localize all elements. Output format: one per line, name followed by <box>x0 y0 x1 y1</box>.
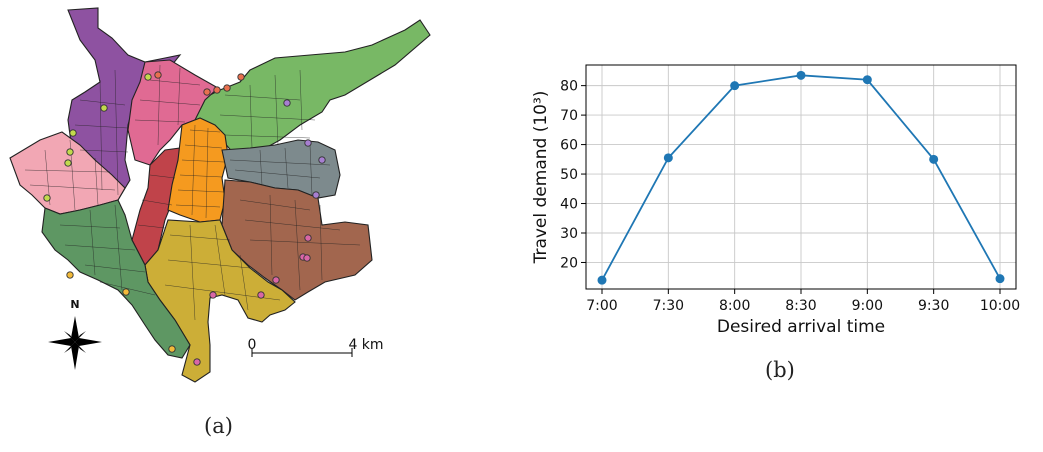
station-marker <box>122 288 130 296</box>
grid-layer <box>586 65 1016 289</box>
scale-start-label: 0 <box>248 337 257 353</box>
data-points <box>597 70 1005 285</box>
travel-demand-chart: 20 30 40 50 60 70 80 7:00 7:30 8:00 8:30 9:00 9:30 1… <box>520 55 1040 395</box>
data-point <box>995 274 1005 284</box>
y-tick-label: 80 <box>560 79 578 95</box>
station-marker <box>64 159 72 167</box>
station-marker <box>203 88 211 96</box>
x-tick-label: 7:30 <box>653 298 684 314</box>
station-marker <box>223 84 231 92</box>
station-marker <box>318 156 326 164</box>
y-axis-label: Travel demand (10³) <box>531 91 551 265</box>
data-point <box>663 153 673 163</box>
scale-end-label: 4 km <box>348 337 383 353</box>
station-marker <box>303 254 311 262</box>
district-orange-center <box>167 117 229 223</box>
data-point <box>929 154 939 164</box>
data-point <box>796 70 806 80</box>
station-marker <box>144 73 152 81</box>
station-marker <box>43 194 51 202</box>
y-tick-label: 60 <box>560 138 578 154</box>
x-tick-label: 8:30 <box>785 298 816 314</box>
station-markers <box>43 71 326 366</box>
y-tick-label: 20 <box>560 255 578 271</box>
north-label: N <box>70 298 79 311</box>
district-map-panel: N 0 4 km <box>0 0 440 448</box>
scale-bar: 0 4 km <box>248 337 384 357</box>
y-tick-label: 70 <box>560 108 578 124</box>
station-marker <box>304 139 312 147</box>
station-marker <box>257 291 265 299</box>
y-tick-label: 40 <box>560 197 578 213</box>
x-tick-label: 10:00 <box>980 298 1020 314</box>
data-point <box>730 81 740 91</box>
district-purple-north <box>67 7 182 201</box>
station-marker <box>66 271 74 279</box>
station-marker <box>213 86 221 94</box>
station-marker <box>312 191 320 199</box>
line-chart: 20 30 40 50 60 70 80 7:00 7:30 8:00 8:30 9:00 9:30 1… <box>531 64 1020 337</box>
station-marker <box>66 148 74 156</box>
data-point <box>597 275 607 285</box>
x-tick-label: 7:00 <box>586 298 617 314</box>
x-tick-label: 9:00 <box>852 298 883 314</box>
caption-b: (b) <box>765 358 795 382</box>
x-tick-label: 8:00 <box>719 298 750 314</box>
station-marker <box>237 73 245 81</box>
station-marker <box>272 276 280 284</box>
data-point <box>862 75 872 85</box>
x-ticks: 7:00 7:30 8:00 8:30 9:00 9:30 10:00 <box>586 289 1020 314</box>
district-dark-green-southwest <box>41 199 191 359</box>
station-marker <box>69 129 77 137</box>
x-tick-label: 9:30 <box>918 298 949 314</box>
north-arrow-icon: N <box>48 298 102 370</box>
ward-boundaries <box>24 64 361 321</box>
caption-a: (a) <box>204 414 233 438</box>
y-ticks: 20 30 40 50 60 70 80 <box>560 79 586 271</box>
district-map: N 0 4 km <box>9 7 431 383</box>
station-marker <box>100 104 108 112</box>
station-marker <box>283 99 291 107</box>
station-marker <box>304 234 312 242</box>
station-marker <box>154 71 162 79</box>
district-pink-north <box>127 59 219 166</box>
station-marker <box>193 358 201 366</box>
station-marker <box>168 345 176 353</box>
y-tick-label: 30 <box>560 226 578 242</box>
y-tick-label: 50 <box>560 167 578 183</box>
station-marker <box>209 291 217 299</box>
x-axis-label: Desired arrival time <box>717 317 885 337</box>
